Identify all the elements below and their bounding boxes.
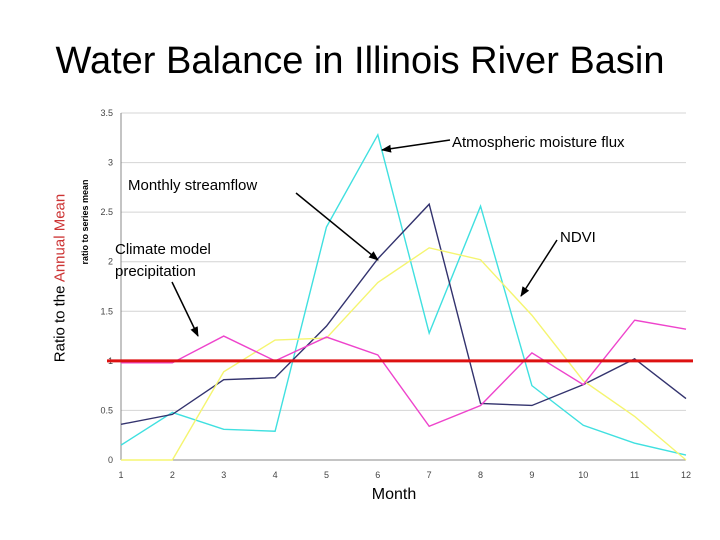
x-tick-label: 8: [478, 470, 483, 480]
series-lines: [120, 132, 687, 461]
y-tick-label: 0: [108, 455, 113, 465]
x-tick-label: 1: [118, 470, 123, 480]
y-tick-label: 1.5: [100, 306, 113, 316]
y-tick-label: 3.5: [100, 108, 113, 118]
series-line-ndvi: [121, 247, 687, 461]
series-line-precipitation: [121, 319, 687, 428]
page-title: Water Balance in Illinois River Basin: [55, 40, 665, 82]
x-tick-label: 7: [427, 470, 432, 480]
x-tick-label: 6: [375, 470, 380, 480]
y-tick-label: 3: [108, 158, 113, 168]
axes: [120, 113, 686, 461]
y-tick-label: 2: [108, 257, 113, 267]
grid-lines: [121, 112, 686, 461]
x-tick-label: 4: [273, 470, 278, 480]
annotation-label-streamflow: Monthly streamflow: [128, 177, 257, 194]
annotation-label-atmospheric: Atmospheric moisture flux: [452, 134, 625, 151]
x-tick-label: 2: [170, 470, 175, 480]
y-tick-label: 2.5: [100, 207, 113, 217]
x-tick-label: 12: [681, 470, 691, 480]
x-tick-labels: 1 2 3 4 5 6 7 8 9 10 11 12: [118, 470, 691, 480]
series-line-atmospheric: [120, 132, 687, 456]
x-tick-label: 3: [221, 470, 226, 480]
x-tick-label: 10: [578, 470, 588, 480]
x-axis-label: Month: [371, 486, 417, 503]
annotations: Atmospheric moisture flux Monthly streamf…: [115, 134, 625, 337]
annotation-arrow-ndvi: [520, 239, 558, 297]
x-tick-label: 5: [324, 470, 329, 480]
y-tick-labels: 00.511.522.533.5: [100, 108, 113, 465]
annotation-label-precipitation: Climate model: [115, 241, 211, 258]
annotation-arrow-streamflow: [295, 192, 379, 261]
x-tick-label: 11: [630, 470, 639, 480]
annotation-arrow-atmospheric: [381, 139, 451, 153]
annotation-label-precipitation: precipitation: [115, 263, 196, 280]
x-tick-label: 9: [529, 470, 534, 480]
y-tick-label: 0.5: [100, 405, 113, 415]
annotation-label-ndvi: NDVI: [560, 229, 596, 246]
annotation-arrow-precipitation: [171, 281, 199, 337]
